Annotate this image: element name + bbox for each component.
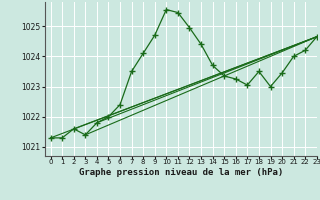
X-axis label: Graphe pression niveau de la mer (hPa): Graphe pression niveau de la mer (hPa) [79,168,283,177]
